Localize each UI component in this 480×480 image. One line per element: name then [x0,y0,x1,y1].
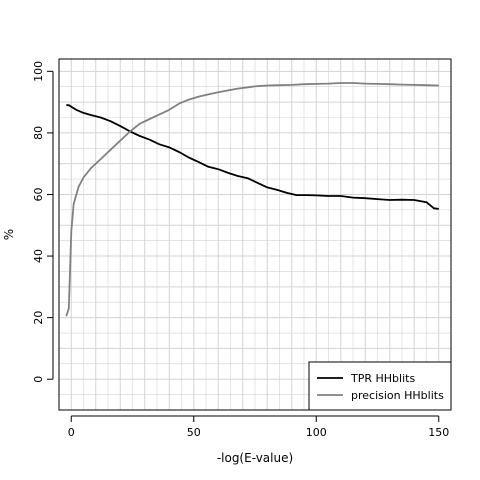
legend: TPR HHblits precision HHblits [308,361,452,411]
x-tick-label: 150 [428,426,449,439]
grid [58,59,452,411]
series-layer [65,82,439,317]
legend-label-0: TPR HHblits [350,372,415,385]
series-line-1 [65,82,439,317]
x-axis-label: -log(E-value) [217,451,293,465]
y-axis-label: % [2,229,16,240]
y-tick-label: 80 [32,126,45,140]
x-tick-label: 50 [187,426,201,439]
x-tick-label: 0 [68,426,75,439]
x-axis: 0 50 100 150 [68,415,449,439]
series-line-0 [66,104,439,210]
legend-box [308,361,452,411]
plot-frame [58,58,452,411]
y-tick-label: 100 [32,61,45,82]
y-tick-label: 40 [32,249,45,263]
y-tick-label: 0 [32,376,45,383]
y-tick-label: 60 [32,187,45,201]
y-tick-label: 20 [32,311,45,325]
y-axis: 0 20 40 60 80 100 [32,61,54,383]
legend-label-1: precision HHblits [351,389,444,402]
x-tick-label: 100 [306,426,327,439]
